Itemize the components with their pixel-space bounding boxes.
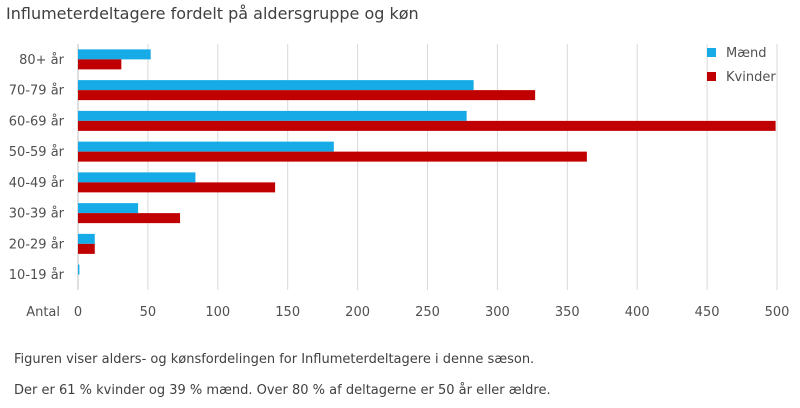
caption-line-2: Der er 61 % kvinder og 39 % mænd. Over 8… (14, 383, 551, 398)
category-label: 40-49 år (9, 176, 65, 191)
category-label: 50-59 år (9, 145, 65, 160)
x-tick-label: 50 (140, 305, 157, 320)
bar-kvinder (78, 213, 181, 224)
x-tick-label: 500 (765, 305, 790, 320)
category-label: 30-39 år (9, 207, 65, 222)
bar-kvinder (78, 90, 536, 101)
x-tick-label: 350 (555, 305, 580, 320)
x-tick-label: 250 (415, 305, 440, 320)
bar-maend (78, 80, 474, 91)
bar-kvinder (78, 151, 587, 162)
category-label: 10-19 år (9, 268, 65, 283)
bar-maend (78, 203, 139, 214)
bar-kvinder (78, 59, 122, 70)
category-label: 60-69 år (9, 114, 65, 129)
x-tick-label: 400 (625, 305, 650, 320)
legend-swatch (707, 72, 716, 81)
x-tick-label: 150 (275, 305, 300, 320)
x-tick-label: 450 (695, 305, 720, 320)
category-label: 80+ år (19, 53, 65, 68)
bar-maend (78, 172, 196, 183)
category-label: 20-29 år (9, 237, 65, 252)
bar-kvinder (78, 243, 95, 254)
chart-title: Influmeterdeltagere fordelt på aldersgru… (6, 4, 419, 23)
caption-line-1: Figuren viser alders- og kønsfordelingen… (14, 352, 535, 367)
x-tick-label: 300 (485, 305, 510, 320)
bar-maend (78, 264, 80, 275)
category-axis-label: Antal (26, 305, 60, 320)
bar-maend (78, 49, 151, 60)
legend-swatch (707, 48, 716, 57)
bar-kvinder (78, 120, 776, 131)
category-label: 70-79 år (9, 84, 65, 99)
x-tick-label: 0 (74, 305, 82, 320)
bar-maend (78, 233, 95, 244)
bar-kvinder (78, 182, 276, 193)
legend-label: Kvinder (726, 70, 776, 85)
x-tick-label: 200 (345, 305, 370, 320)
bar-maend (78, 110, 467, 121)
x-tick-label: 100 (205, 305, 230, 320)
legend-label: Mænd (726, 46, 766, 61)
bar-maend (78, 141, 334, 152)
